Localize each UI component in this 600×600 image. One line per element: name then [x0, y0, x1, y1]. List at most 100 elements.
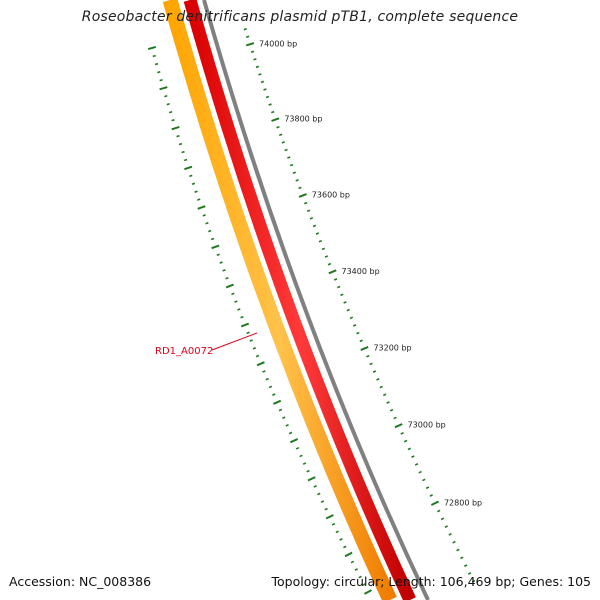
minor-tick [333, 278, 338, 281]
inner-major-tick [256, 361, 265, 367]
minor-tick [471, 579, 476, 583]
minor-tick [343, 301, 347, 304]
inner-minor-tick [237, 308, 241, 311]
minor-tick [376, 377, 380, 381]
minor-tick [346, 308, 350, 312]
minor-tick [340, 293, 344, 297]
inner-major-tick [147, 45, 157, 51]
major-tick [328, 269, 337, 275]
minor-tick [281, 141, 286, 144]
minor-tick [253, 58, 257, 61]
inner-minor-tick [358, 575, 362, 579]
inner-minor-tick [171, 118, 175, 122]
minor-tick [352, 324, 357, 327]
minor-tick [337, 285, 341, 289]
inner-minor-tick [181, 150, 185, 154]
inner-minor-tick [197, 198, 201, 201]
major-tick [360, 346, 369, 352]
inner-major-tick [363, 589, 373, 595]
major-tick [245, 42, 255, 47]
inner-major-tick [171, 126, 180, 131]
major-tick [298, 193, 307, 198]
inner-minor-tick [295, 446, 300, 450]
inner-minor-tick [157, 70, 161, 74]
tick-label: 74000 bp [259, 39, 297, 48]
gene-track[interactable] [183, 0, 416, 600]
inner-minor-tick [191, 182, 196, 186]
tick-label: 73800 bp [284, 115, 322, 124]
inner-minor-tick [339, 538, 343, 541]
minor-tick [271, 110, 275, 114]
inner-major-tick [184, 165, 193, 171]
minor-tick [255, 65, 260, 69]
minor-tick [284, 148, 288, 152]
inner-major-tick [344, 551, 353, 558]
inner-minor-tick [246, 331, 250, 335]
minor-tick [448, 533, 452, 536]
tick-label: 72800 bp [444, 498, 482, 507]
minor-tick [289, 163, 294, 167]
minor-tick [349, 316, 354, 320]
minor-tick [306, 209, 311, 213]
minor-tick [437, 509, 441, 513]
inner-minor-tick [324, 507, 328, 511]
inner-minor-tick [350, 560, 355, 564]
minor-tick [382, 393, 387, 397]
minor-tick [440, 517, 445, 521]
scale-tick-ring: 74000 bp 73800 bp 73600 bp 73400 bp 73200 bp… [243, 28, 482, 583]
minor-tick [444, 525, 449, 529]
inner-minor-tick [343, 545, 347, 549]
inner-minor-tick [208, 229, 212, 233]
inner-minor-tick [278, 408, 283, 412]
minor-tick [303, 201, 308, 205]
inner-tick-ring [147, 45, 373, 595]
inner-minor-tick [176, 134, 180, 138]
minor-tick [429, 494, 433, 497]
minor-tick [245, 35, 250, 38]
inner-major-tick [240, 322, 250, 328]
minor-tick [276, 125, 280, 129]
inner-minor-tick [262, 370, 266, 373]
inner-major-tick [159, 86, 168, 91]
minor-tick [418, 470, 422, 474]
inner-major-tick [289, 438, 299, 444]
major-tick [271, 117, 280, 122]
inner-minor-tick [222, 269, 226, 272]
backbone-ring [202, 0, 430, 600]
inner-minor-tick [205, 222, 209, 225]
tick-label: 73200 bp [373, 344, 411, 353]
inner-major-tick [211, 244, 220, 250]
minor-tick [260, 80, 265, 84]
minor-tick [292, 171, 297, 174]
gene-label-leader [211, 332, 258, 351]
inner-minor-tick [252, 346, 257, 350]
inner-minor-tick [362, 583, 366, 586]
inner-minor-tick [313, 485, 317, 488]
minor-tick [372, 370, 377, 373]
inner-minor-tick [268, 385, 273, 389]
inner-minor-tick [178, 142, 183, 146]
minor-tick [327, 262, 332, 266]
cds-track[interactable] [162, 0, 397, 600]
gene-label-rd1-a0072[interactable]: RD1_A0072 [155, 346, 213, 357]
inner-minor-tick [164, 95, 168, 98]
accession-label: Accession: NC_008386 [9, 574, 152, 589]
minor-tick [414, 463, 419, 466]
inner-minor-tick [249, 339, 253, 342]
inner-minor-tick [317, 492, 321, 496]
minor-tick [356, 331, 360, 335]
inner-minor-tick [231, 292, 235, 296]
minor-tick [359, 339, 363, 343]
inner-minor-tick [159, 78, 163, 82]
minor-tick [318, 239, 323, 243]
minor-tick [324, 255, 329, 258]
minor-tick [386, 401, 390, 404]
minor-tick [278, 133, 283, 137]
minor-tick [407, 447, 411, 451]
minor-tick [312, 224, 317, 228]
inner-minor-tick [306, 469, 310, 473]
inner-minor-tick [189, 174, 193, 178]
minor-tick [411, 455, 415, 459]
inner-minor-tick [168, 110, 173, 114]
